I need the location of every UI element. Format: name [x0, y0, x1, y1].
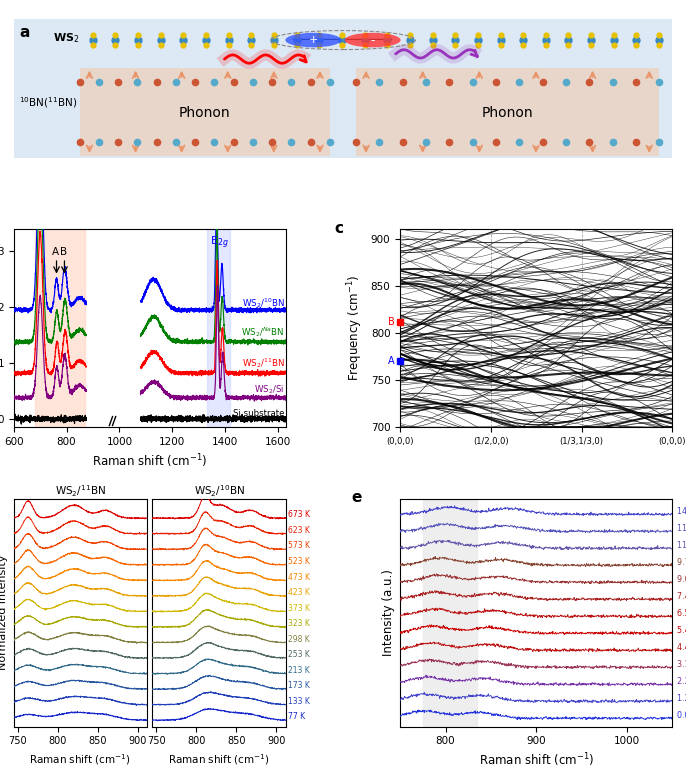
Text: B: B: [60, 247, 67, 257]
Text: 11.9 GPa: 11.9 GPa: [677, 524, 686, 533]
Text: 7.49 GPa: 7.49 GPa: [677, 592, 686, 601]
Text: 298 K: 298 K: [288, 635, 310, 644]
Text: WS$_2$: WS$_2$: [54, 32, 80, 46]
Text: WS$_2$/$^{10}$BN: WS$_2$/$^{10}$BN: [242, 296, 285, 310]
Text: WS$_2$/$^{11}$BN: WS$_2$/$^{11}$BN: [242, 356, 285, 370]
Text: 1.21 GPa: 1.21 GPa: [677, 694, 686, 703]
Text: 473 K: 473 K: [288, 573, 310, 581]
Text: a: a: [19, 25, 29, 39]
Text: 9.75 GPa: 9.75 GPa: [677, 558, 686, 567]
Text: 11.1 GPa: 11.1 GPa: [677, 541, 686, 550]
Bar: [423, 499, 477, 727]
Title: WS$_2$/$^{10}$BN: WS$_2$/$^{10}$BN: [193, 483, 245, 499]
Y-axis label: Frequency (cm$^{-1}$): Frequency (cm$^{-1}$): [346, 275, 365, 381]
Text: 173 K: 173 K: [288, 681, 310, 690]
Bar: [206, 229, 230, 427]
Text: c: c: [335, 221, 344, 237]
Text: 253 K: 253 K: [288, 650, 310, 659]
Bar: [356, 68, 659, 156]
Text: 573 K: 573 K: [288, 541, 310, 550]
Text: Phonon: Phonon: [482, 106, 534, 120]
Text: 3.19 GPa: 3.19 GPa: [677, 660, 686, 669]
Text: 673 K: 673 K: [288, 510, 310, 519]
Text: WS$_2$/$^{Na}$BN: WS$_2$/$^{Na}$BN: [241, 325, 285, 339]
Text: e: e: [351, 489, 362, 505]
Text: $^{10}$BN($^{11}$BN): $^{10}$BN($^{11}$BN): [19, 95, 78, 110]
Text: 9.00 GPa: 9.00 GPa: [677, 575, 686, 584]
Text: A: A: [51, 247, 59, 257]
X-axis label: Raman shift (cm$^{-1}$): Raman shift (cm$^{-1}$): [168, 752, 270, 767]
Text: 2.28 GPa: 2.28 GPa: [677, 677, 686, 686]
Text: A: A: [388, 356, 394, 366]
Ellipse shape: [285, 32, 342, 47]
X-axis label: Raman shift (cm$^{-1}$): Raman shift (cm$^{-1}$): [479, 752, 594, 769]
Title: WS$_2$/$^{11}$BN: WS$_2$/$^{11}$BN: [55, 483, 106, 499]
Text: 523 K: 523 K: [288, 557, 310, 566]
Text: 14.1 GPa: 14.1 GPa: [677, 507, 686, 516]
Y-axis label: Intensity (a.u.): Intensity (a.u.): [381, 569, 394, 656]
Text: 4.44 GPa: 4.44 GPa: [677, 643, 686, 652]
Text: 423 K: 423 K: [288, 588, 310, 597]
Text: WS$_2$/Si: WS$_2$/Si: [255, 383, 285, 396]
Text: 323 K: 323 K: [288, 619, 310, 628]
Bar: [35, 229, 85, 427]
Text: 623 K: 623 K: [288, 526, 310, 535]
Text: +: +: [309, 35, 318, 45]
Text: B: B: [388, 316, 394, 326]
Text: 77 K: 77 K: [288, 713, 305, 721]
Text: 133 K: 133 K: [288, 697, 310, 706]
Text: 213 K: 213 K: [288, 666, 310, 675]
Text: E$_{2g}$: E$_{2g}$: [210, 235, 228, 251]
Text: 5.41 GPa: 5.41 GPa: [677, 626, 686, 635]
Text: 373 K: 373 K: [288, 604, 310, 612]
Text: Si substrate: Si substrate: [233, 409, 285, 417]
X-axis label: Raman shift (cm$^{-1}$): Raman shift (cm$^{-1}$): [29, 752, 131, 767]
Text: -: -: [370, 33, 375, 46]
Bar: [80, 68, 330, 156]
Text: Phonon: Phonon: [179, 106, 230, 120]
X-axis label: Raman shift (cm$^{-1}$): Raman shift (cm$^{-1}$): [92, 452, 207, 470]
Text: 6.55 GPa: 6.55 GPa: [677, 609, 686, 618]
Y-axis label: Normalized intensity: Normalized intensity: [0, 555, 8, 670]
Text: 0.00 GPa: 0.00 GPa: [677, 711, 686, 720]
Ellipse shape: [344, 32, 401, 47]
